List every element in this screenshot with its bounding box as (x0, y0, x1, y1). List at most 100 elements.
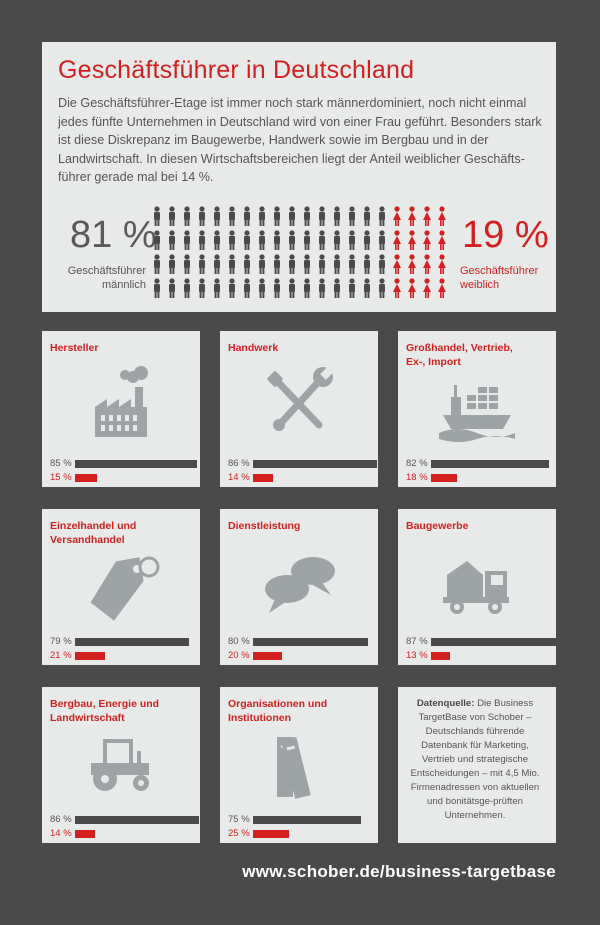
sector-title-line-2: Institutionen (228, 712, 291, 724)
male-person-icon (214, 230, 220, 250)
male-share-label: 80 % (228, 636, 250, 647)
male-person-icon (349, 254, 355, 274)
male-person-icon (334, 254, 340, 274)
female-share-bar (253, 652, 282, 660)
female-share-bar (253, 830, 289, 838)
female-share-label: 25 % (228, 828, 250, 839)
male-person-icon (274, 230, 280, 250)
male-person-icon (349, 206, 355, 226)
male-person-icon (319, 278, 325, 298)
male-share-label: 86 % (228, 458, 250, 469)
male-person-icon (364, 206, 370, 226)
female-share-bar (431, 652, 450, 660)
female-person-icon (408, 206, 416, 226)
source-text: Datenquelle: Die Business TargetBase von… (408, 697, 542, 823)
male-person-icon (319, 206, 325, 226)
male-share-label: 79 % (50, 636, 72, 647)
male-share-label: 87 % (406, 636, 428, 647)
sector-tile: Baugewerbe 87 % 13 % (398, 509, 557, 665)
female-bar-row: 20 % (228, 650, 373, 662)
male-person-icon (214, 206, 220, 226)
male-person-icon (349, 278, 355, 298)
male-person-icon (184, 278, 190, 298)
sector-title: Großhandel, Vertrieb, Ex-, Import (406, 341, 546, 369)
female-share-label: 14 % (228, 472, 250, 483)
male-person-icon (154, 278, 160, 298)
male-person-icon (304, 254, 310, 274)
male-share-label: 82 % (406, 458, 428, 469)
sector-title: Hersteller (50, 341, 190, 355)
male-share-bar (431, 638, 557, 646)
female-share-bar (75, 652, 106, 660)
male-person-icon (259, 206, 265, 226)
female-percentage: 19 % (462, 214, 549, 256)
male-person-icon (349, 230, 355, 250)
male-person-icon (334, 206, 340, 226)
male-bar-row: 86 % (50, 814, 199, 826)
price-tag-icon (90, 556, 160, 621)
male-person-icon (289, 230, 295, 250)
female-person-icon (423, 230, 431, 250)
summary-panel: Geschäftsführer in Deutschland Die Gesch… (42, 42, 556, 312)
male-share-label: 75 % (228, 814, 250, 825)
sector-title: Dienstleistung (228, 519, 368, 533)
male-person-icon (364, 230, 370, 250)
male-person-icon (379, 254, 385, 274)
sector-title-line-1: Großhandel, Vertrieb, (406, 342, 513, 354)
male-person-icon (229, 278, 235, 298)
male-share-bar (75, 816, 199, 824)
male-bar-row: 87 % (406, 636, 557, 648)
female-share-label: 14 % (50, 828, 72, 839)
tools-icon (267, 367, 333, 431)
sector-title-line-1: Baugewerbe (406, 520, 469, 532)
female-bar-row: 15 % (50, 472, 195, 484)
female-share-label: 13 % (406, 650, 428, 661)
male-person-icon (199, 278, 205, 298)
male-person-icon (199, 254, 205, 274)
sector-title: Organisationen und Institutionen (228, 697, 368, 725)
male-person-icon (319, 230, 325, 250)
male-share-label: 86 % (50, 814, 72, 825)
sector-tile: Hersteller 85 % 15 % (42, 331, 200, 487)
sector-tile: Einzelhandel und Versandhandel 79 % 21 % (42, 509, 200, 665)
sector-title-line-1: Einzelhandel und (50, 520, 137, 532)
male-person-icon (379, 230, 385, 250)
sector-title: Bergbau, Energie und Landwirtschaft (50, 697, 190, 725)
male-person-icon (304, 230, 310, 250)
sector-title-line-2: Ex-, Import (406, 356, 461, 368)
binders-icon (277, 736, 311, 799)
male-bar-row: 80 % (228, 636, 373, 648)
female-label-line-1: Geschäftsführer (460, 265, 539, 277)
male-person-icon (274, 278, 280, 298)
male-person-icon (244, 254, 250, 274)
footer-url[interactable]: www.schober.de/business-targetbase (242, 862, 556, 881)
male-share-bar (75, 638, 189, 646)
male-person-icon (184, 230, 190, 250)
sector-title: Einzelhandel und Versandhandel (50, 519, 190, 547)
male-label-line-2: männlich (101, 279, 146, 291)
female-label: Geschäftsführer weiblich (460, 264, 550, 292)
female-share-bar (431, 474, 457, 482)
female-person-icon (438, 278, 446, 298)
male-share-bar (253, 460, 377, 468)
male-share-label: 85 % (50, 458, 72, 469)
male-person-icon (289, 278, 295, 298)
male-share-bar (253, 638, 369, 646)
sector-title: Baugewerbe (406, 519, 546, 533)
male-person-icon (229, 206, 235, 226)
male-person-icon (379, 278, 385, 298)
sector-tile: Bergbau, Energie und Landwirtschaft 86 %… (42, 687, 200, 843)
female-person-icon (393, 230, 401, 250)
female-bar-row: 25 % (228, 828, 373, 840)
sector-title-line-1: Organisationen und (228, 698, 328, 710)
female-share-bar (75, 474, 97, 482)
female-share-label: 21 % (50, 650, 72, 661)
male-person-icon (154, 230, 160, 250)
male-person-icon (364, 278, 370, 298)
male-person-icon (169, 206, 175, 226)
male-person-icon (274, 254, 280, 274)
male-label: Geschäftsführer männlich (58, 264, 146, 292)
male-person-icon (334, 278, 340, 298)
male-person-icon (334, 230, 340, 250)
female-person-icon (393, 278, 401, 298)
